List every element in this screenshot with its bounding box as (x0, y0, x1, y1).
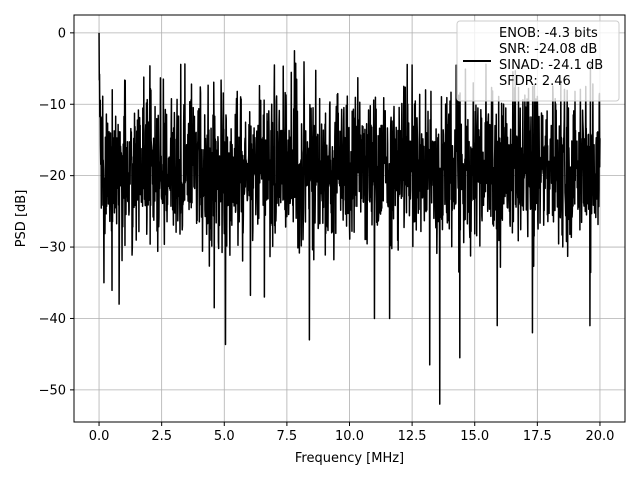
legend-entry-line: ENOB: -4.3 bits (499, 26, 598, 41)
y-axis-label: PSD [dB] (14, 190, 29, 248)
y-tick-label: 0 (58, 26, 66, 41)
series-layer (98, 32, 601, 405)
x-tick-label: 2.5 (151, 429, 172, 444)
y-tick-label: −50 (39, 383, 66, 398)
y-tick-label: −40 (39, 312, 66, 327)
x-tick-label: 17.5 (523, 429, 552, 444)
legend-box (456, 20, 620, 102)
x-tick-label: 10.0 (335, 429, 364, 444)
x-tick-label: 15.0 (460, 429, 489, 444)
x-tick-label: 0.0 (89, 429, 110, 444)
y-tick-label: −20 (39, 169, 66, 184)
legend-entry-line: SINAD: -24.1 dB (499, 58, 603, 73)
x-axis-label: Frequency [MHz] (295, 451, 404, 466)
y-tick-label: −10 (39, 98, 66, 113)
x-tick-label: 5.0 (214, 429, 235, 444)
ticks-layer: 0.0 2.5 5.0 7.5 10.0 12.5 15.0 17.5 20.0 0 −10 −20 −… (39, 26, 615, 444)
legend-entry-line: SNR: -24.08 dB (499, 42, 597, 57)
x-tick-label: 20.0 (585, 429, 614, 444)
x-tick-label: 12.5 (398, 429, 427, 444)
legend-entry-line: SFDR: 2.46 (499, 74, 571, 89)
psd-series-line (98, 32, 601, 405)
x-tick-label: 7.5 (277, 429, 298, 444)
y-tick-label: −30 (39, 241, 66, 256)
